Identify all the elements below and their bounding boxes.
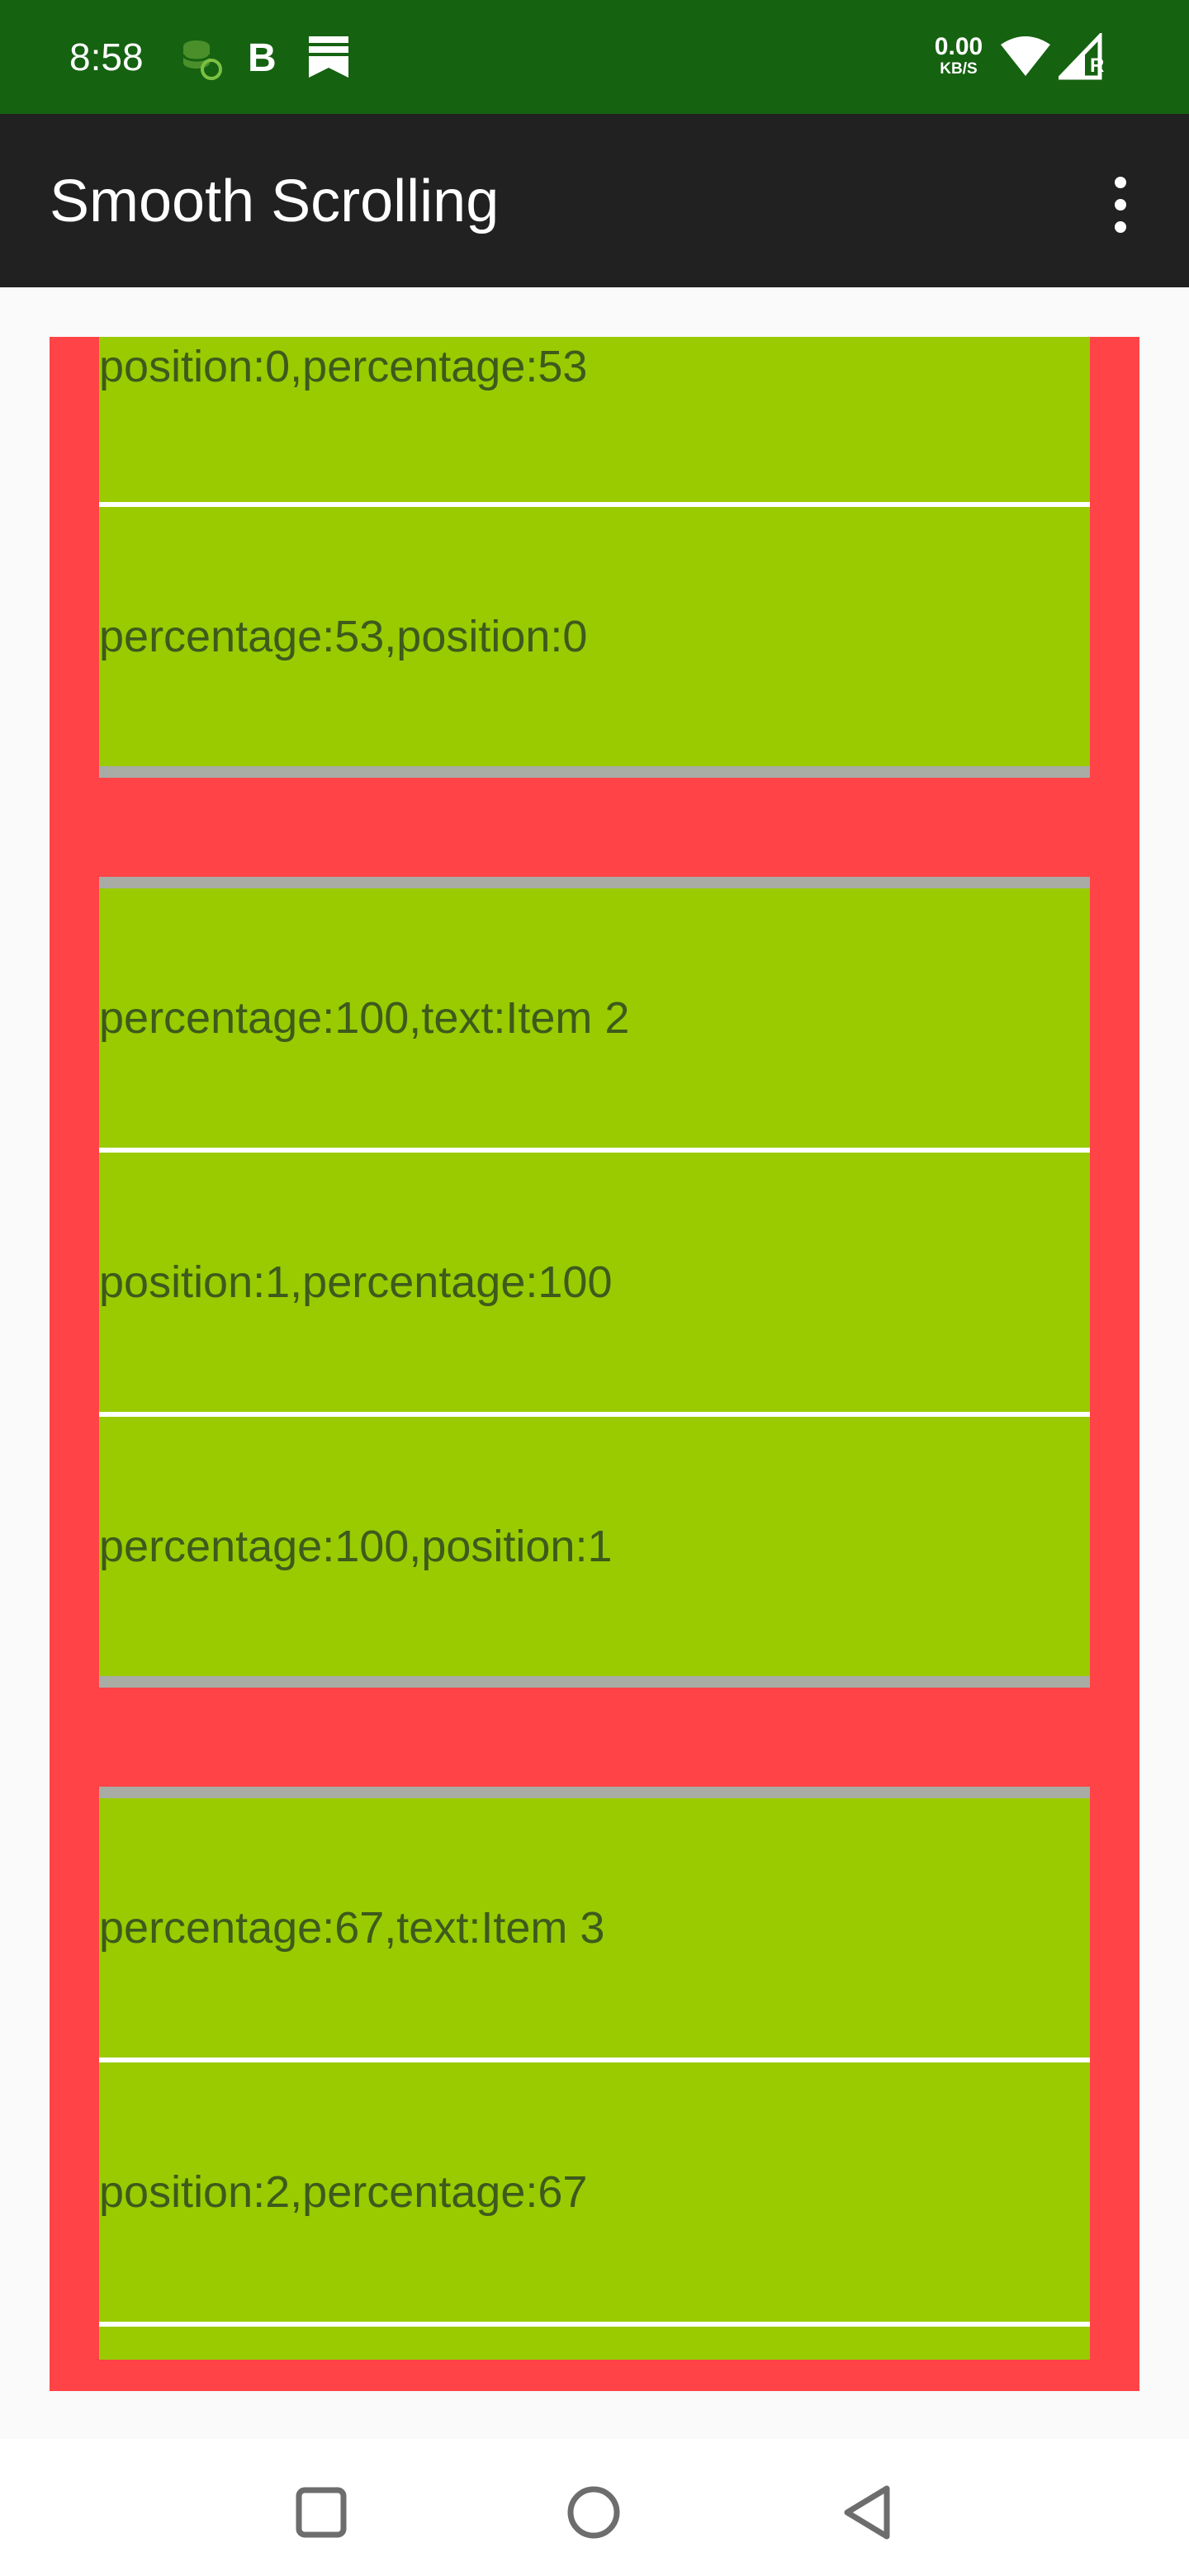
back-icon xyxy=(844,2485,890,2540)
recents-icon xyxy=(296,2487,347,2538)
home-button[interactable] xyxy=(565,2484,623,2541)
list-item[interactable]: position:0,percentage:53 xyxy=(99,337,1090,502)
card-border xyxy=(99,1787,1090,1798)
app-bar: Smooth Scrolling xyxy=(0,114,1189,287)
divider xyxy=(99,502,1090,507)
list-item-text: position:1,percentage:100 xyxy=(99,1257,613,1307)
list-item-text: position:2,percentage:67 xyxy=(99,2167,588,2217)
list-item[interactable]: percentage:53,position:0 xyxy=(99,507,1090,766)
divider xyxy=(99,1148,1090,1153)
list-item[interactable]: position:2,percentage:67 xyxy=(99,2062,1090,2322)
list-item[interactable]: position:1,percentage:100 xyxy=(99,1153,1090,1412)
navigation-bar xyxy=(0,2439,1189,2576)
card-list: position:0,percentage:53 percentage:53,p… xyxy=(99,337,1090,2360)
wifi-icon xyxy=(999,35,1052,82)
list-card: position:0,percentage:53 percentage:53,p… xyxy=(99,337,1090,778)
list-card: percentage:100,text:Item 2 position:1,pe… xyxy=(99,877,1090,1688)
network-speed-value: 0.00 xyxy=(934,33,983,60)
signal-icon: R xyxy=(1055,31,1106,85)
b-app-icon: B xyxy=(246,36,279,82)
list-item-text: percentage:100,text:Item 2 xyxy=(99,993,630,1043)
svg-text:B: B xyxy=(248,36,277,78)
signal-badge: R xyxy=(1090,54,1105,77)
more-options-button[interactable] xyxy=(1103,163,1136,246)
data-saver-icon xyxy=(178,36,225,87)
network-speed-unit: KB/S xyxy=(940,60,978,78)
list-item-text: percentage:53,position:0 xyxy=(99,612,588,661)
back-button[interactable] xyxy=(839,2484,897,2541)
recycler-view[interactable]: position:0,percentage:53 percentage:53,p… xyxy=(50,337,1139,2391)
card-border xyxy=(99,766,1090,778)
divider xyxy=(99,2057,1090,2062)
card-border xyxy=(99,877,1090,888)
list-item[interactable]: percentage:100,position:1 xyxy=(99,1417,1090,1676)
list-item-text: percentage:100,position:1 xyxy=(99,1522,613,1571)
list-item-text: position:0,percentage:53 xyxy=(99,342,588,391)
divider xyxy=(99,2322,1090,2327)
status-bar: 8:58 B 0.00 KB/S xyxy=(0,0,1189,114)
status-time: 8:58 xyxy=(69,36,144,78)
divider xyxy=(99,1412,1090,1417)
network-speed: 0.00 KB/S xyxy=(930,33,988,78)
list-item-text: percentage:67,text:Item 3 xyxy=(99,1903,605,1953)
list-item[interactable]: percentage:67,text:Item 3 xyxy=(99,1798,1090,2057)
card-gap xyxy=(99,778,1090,877)
list-item[interactable] xyxy=(99,2327,1090,2360)
list-item[interactable]: percentage:100,text:Item 2 xyxy=(99,888,1090,1148)
list-card: percentage:67,text:Item 3 position:2,per… xyxy=(99,1787,1090,2360)
bookmark-notification-icon xyxy=(307,35,350,83)
card-gap xyxy=(99,1688,1090,1787)
page-title: Smooth Scrolling xyxy=(50,168,500,234)
recents-button[interactable] xyxy=(292,2484,350,2541)
card-border xyxy=(99,1676,1090,1688)
home-icon xyxy=(567,2486,620,2539)
